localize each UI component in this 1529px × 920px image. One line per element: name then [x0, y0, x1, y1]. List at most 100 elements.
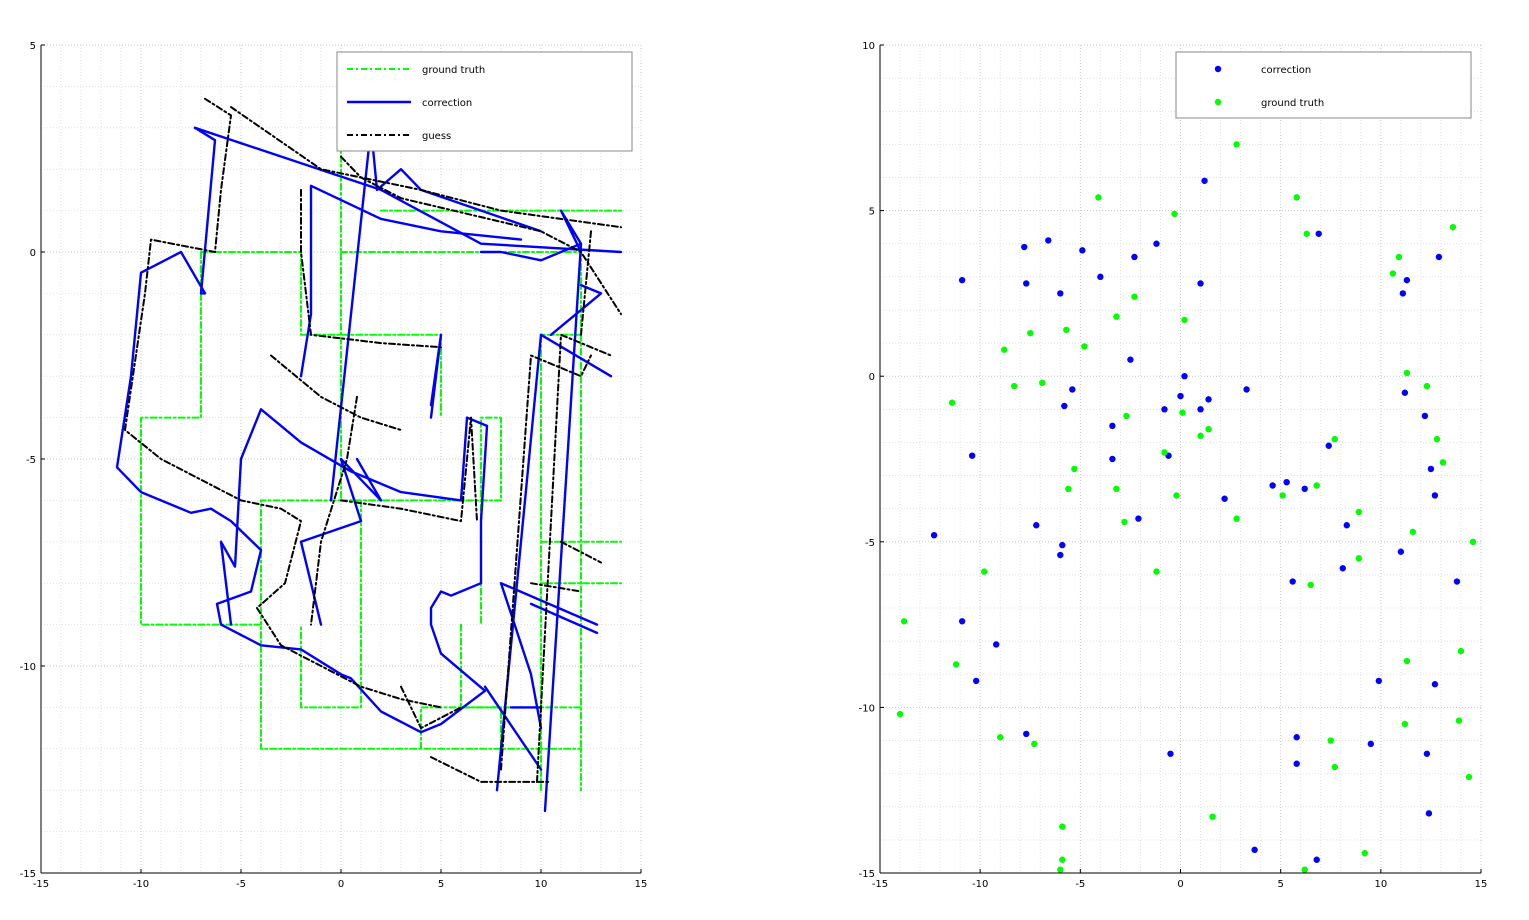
right-grid: [879, 44, 1482, 874]
scatter-point-correction: [1401, 389, 1409, 396]
series-line-guess: [340, 416, 478, 523]
series-line-correction: [193, 126, 623, 254]
scatter-point-ground-truth: [1439, 459, 1447, 466]
scatter-point-ground-truth: [1423, 382, 1431, 390]
scatter-point-correction: [1205, 396, 1212, 403]
legend-label-correction: correction: [1261, 65, 1311, 76]
series-line-correction: [299, 184, 523, 378]
scatter-point-correction: [1325, 442, 1332, 449]
scatter-point-correction: [1243, 386, 1250, 393]
series-line-correction: [329, 126, 543, 502]
scatter-point-correction: [1431, 681, 1439, 688]
left-plot-area: [115, 97, 623, 813]
series-line-correction: [299, 457, 363, 626]
scatter-point-correction: [1435, 253, 1443, 261]
series-line-guess: [430, 756, 552, 783]
left-legend: ground truth correction guess: [336, 51, 633, 152]
scatter-point-ground-truth: [1179, 409, 1186, 416]
scatter-point-ground-truth: [1279, 492, 1286, 499]
legend-label-correction: correction: [422, 98, 472, 109]
scatter-point-ground-truth: [1233, 141, 1240, 148]
scatter-point-correction: [1057, 290, 1064, 297]
scatter-point-ground-truth: [1209, 813, 1216, 820]
scatter-point-correction: [1375, 677, 1383, 685]
right-x-tick-label: -5: [1075, 879, 1085, 890]
scatter-point-correction: [1161, 406, 1168, 413]
scatter-point-ground-truth: [1389, 270, 1397, 277]
scatter-point-ground-truth: [1057, 866, 1064, 873]
scatter-point-ground-truth: [997, 734, 1004, 741]
left-y-tick-label: 5: [30, 41, 36, 52]
scatter-point-correction: [1293, 760, 1300, 767]
scatter-point-correction: [1061, 402, 1068, 410]
scatter-point-ground-truth: [952, 661, 960, 668]
left-x-tick-label: -10: [133, 879, 149, 890]
left-y-tick-label: -10: [20, 662, 36, 673]
scatter-point-correction: [1431, 492, 1439, 499]
scatter-point-ground-truth: [1113, 485, 1120, 493]
scatter-point-ground-truth: [1197, 432, 1204, 440]
series-line-guess: [124, 97, 442, 709]
legend-swatch-correction: [1214, 65, 1222, 73]
scatter-point-correction: [1301, 485, 1308, 493]
scatter-point-ground-truth: [1401, 720, 1409, 728]
left-x-tick-label: 5: [438, 879, 444, 890]
scatter-point-ground-truth: [1395, 253, 1403, 261]
series-line-correction: [529, 602, 599, 635]
left-y-tick-label: -5: [26, 455, 36, 466]
scatter-point-correction: [1403, 276, 1411, 284]
series-line-guess: [400, 685, 462, 730]
scatter-point-correction: [1033, 522, 1040, 529]
legend-label-guess: guess: [422, 131, 451, 142]
scatter-point-correction: [1023, 280, 1030, 287]
scatter-point-correction: [1367, 740, 1375, 748]
scatter-point-ground-truth: [1027, 329, 1034, 337]
scatter-point-correction: [1421, 412, 1429, 420]
right-x-tick-label: -10: [972, 879, 988, 890]
scatter-point-correction: [1109, 455, 1116, 463]
scatter-point-correction: [1177, 392, 1184, 400]
scatter-point-correction: [1201, 177, 1208, 184]
series-line-guess: [580, 230, 592, 336]
scatter-point-ground-truth: [1059, 823, 1066, 830]
scatter-point-correction: [1315, 230, 1322, 237]
legend-label-ground-truth: ground truth: [1261, 98, 1324, 109]
scatter-point-ground-truth: [948, 399, 956, 406]
scatter-point-correction: [1423, 750, 1431, 757]
scatter-point-correction: [958, 618, 966, 625]
scatter-point-correction: [1131, 253, 1138, 261]
series-line-guess: [530, 582, 582, 593]
left-x-tick-label: -5: [236, 879, 246, 890]
scatter-point-ground-truth: [1457, 647, 1465, 655]
scatter-point-ground-truth: [1161, 449, 1168, 456]
legend-label-ground-truth: ground truth: [422, 65, 485, 76]
scatter-point-ground-truth: [1001, 346, 1008, 353]
series-line-ground-truth: [340, 251, 582, 792]
scatter-point-correction: [972, 677, 980, 685]
scatter-point-correction: [1269, 482, 1276, 489]
series-line-correction: [479, 209, 583, 262]
scatter-point-correction: [1343, 522, 1350, 529]
scatter-point-correction: [1097, 273, 1104, 281]
left-y-tick-label: 0: [30, 248, 36, 259]
scatter-point-correction: [1153, 240, 1160, 247]
scatter-point-correction: [1313, 856, 1320, 863]
left-x-tick-label: -15: [33, 879, 49, 890]
series-line-guess: [270, 354, 402, 431]
scatter-point-correction: [1109, 422, 1116, 430]
scatter-point-ground-truth: [1181, 316, 1188, 324]
right-y-tick-label: -5: [865, 538, 875, 549]
scatter-point-correction: [1057, 551, 1064, 559]
scatter-point-ground-truth: [1449, 223, 1457, 231]
scatter-point-correction: [1167, 750, 1174, 757]
scatter-point-ground-truth: [1065, 485, 1072, 493]
scatter-point-ground-truth: [1071, 465, 1078, 473]
scatter-point-correction: [1293, 734, 1300, 741]
series-line-correction: [429, 333, 443, 419]
scatter-point-ground-truth: [1131, 293, 1138, 300]
scatter-point-ground-truth: [1455, 717, 1463, 724]
right-y-tick-label: -10: [859, 703, 875, 714]
scatter-point-correction: [1453, 578, 1461, 585]
scatter-point-ground-truth: [1011, 382, 1018, 390]
scatter-point-correction: [1283, 478, 1290, 486]
